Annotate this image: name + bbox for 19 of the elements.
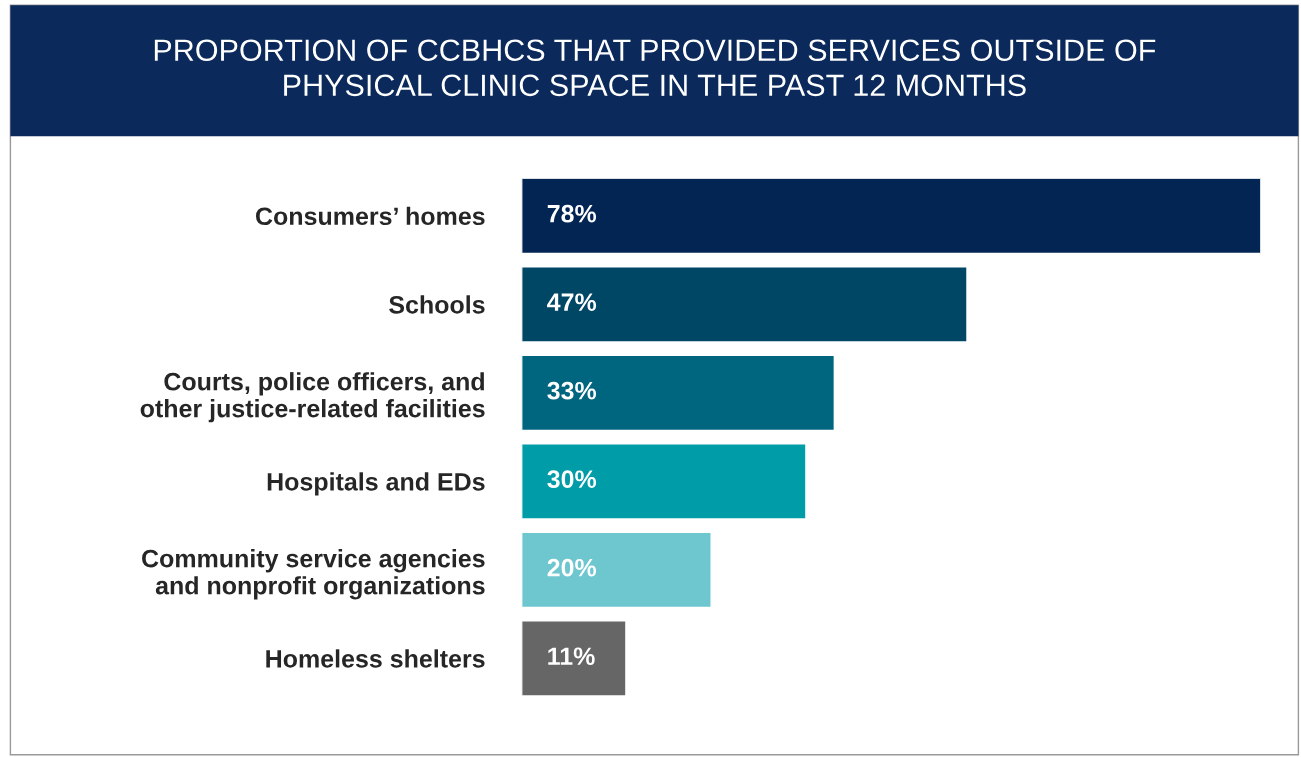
data-label: 78%: [547, 204, 597, 223]
bar: [521, 620, 627, 696]
data-label: 47%: [547, 293, 597, 311]
bar: [521, 266, 968, 343]
bar: [521, 531, 712, 609]
bar: [521, 354, 836, 432]
bar: [521, 178, 1261, 255]
chart-title: PROPORTION OF CCBHCS THAT PROVIDED SERVICES OUTSIDE OF PHYSICAL CLINIC SPACE IN THE PAST 12 MONTHS: [154, 39, 1156, 97]
y-tick-label: Schools: [389, 295, 485, 314]
y-tick-label: Community service agencies and nonprofit organizations: [142, 549, 485, 600]
data-label: 20%: [547, 558, 597, 577]
data-label: 30%: [547, 470, 597, 489]
y-tick-label: Hospitals and EDs: [267, 472, 485, 496]
data-label: 33%: [547, 381, 597, 400]
y-tick-label: Consumers’ homes: [256, 206, 485, 226]
data-label: 11%: [548, 647, 595, 666]
bar: [521, 443, 807, 520]
y-tick-label: Homeless shelters: [266, 649, 485, 668]
y-tick-label: Courts, police officers, and other justice-related facilities: [140, 372, 485, 423]
